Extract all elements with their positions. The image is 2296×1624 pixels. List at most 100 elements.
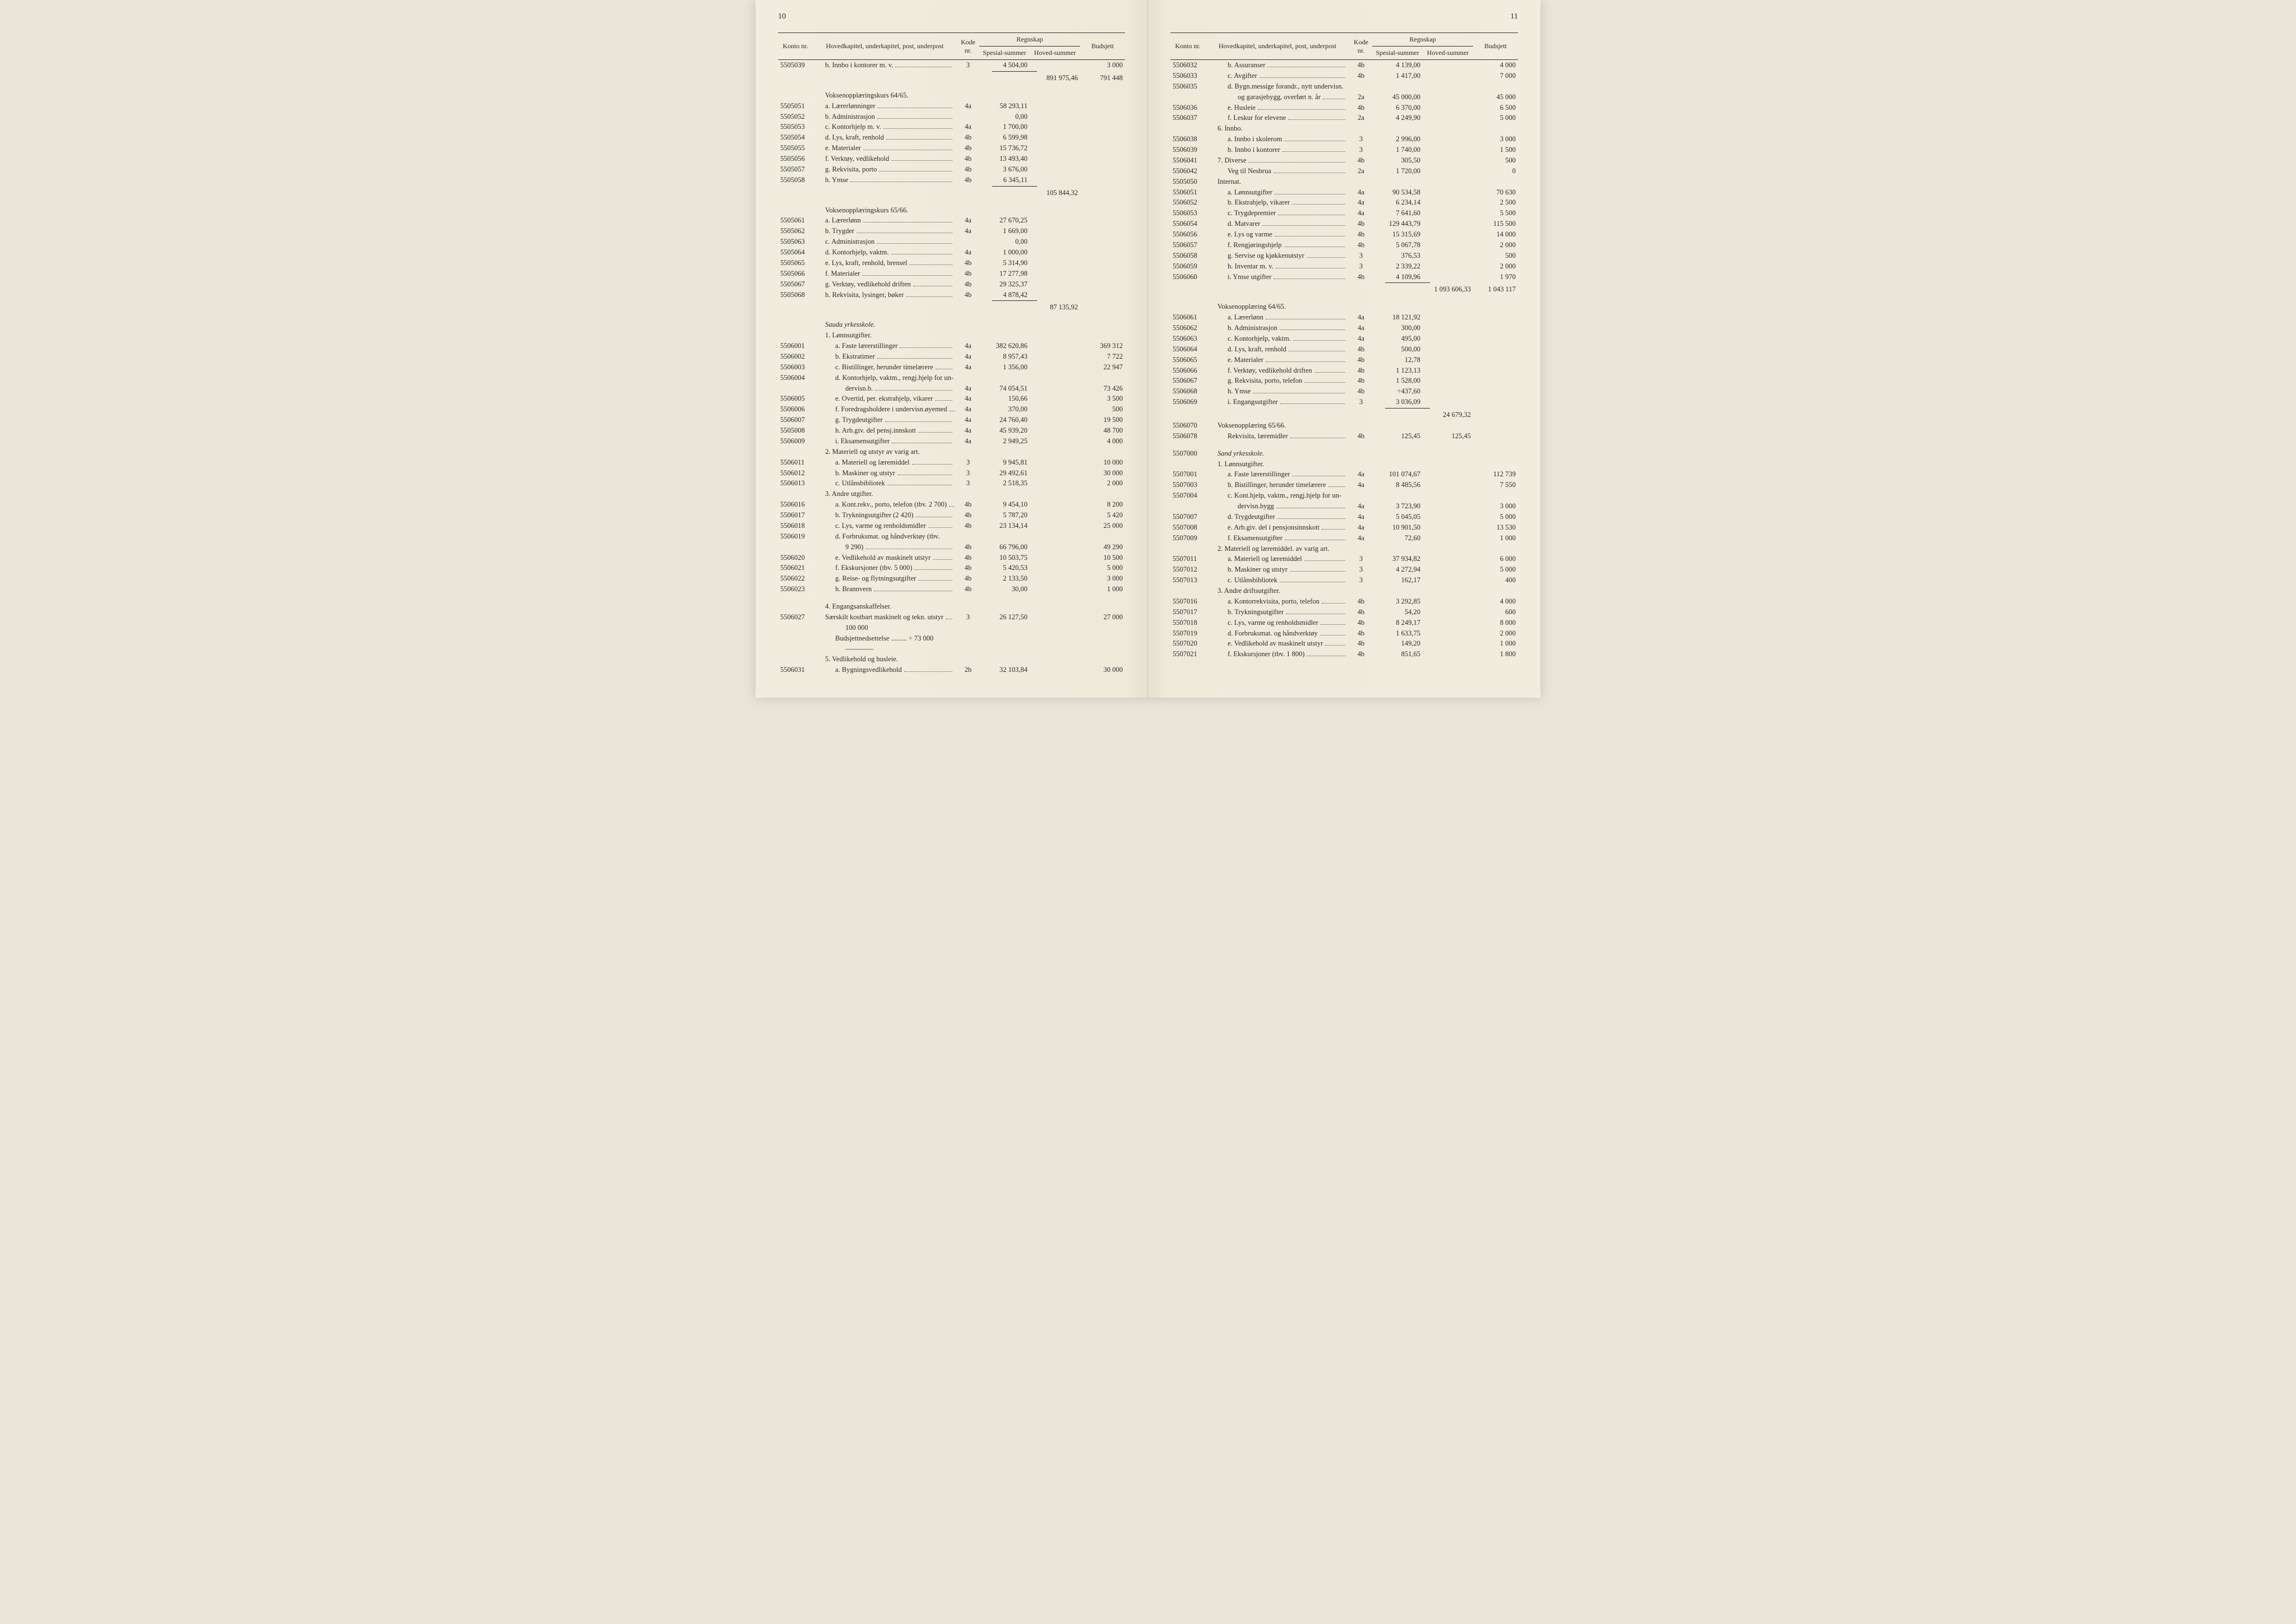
spesial-cell: 5 045,05 [1372,512,1423,522]
hoved-cell [1423,134,1473,145]
desc-cell: f. Verktøy, vedlikehold [813,154,957,164]
hoved-cell [1030,553,1080,563]
table-row: 5506064d. Lys, kraft, renhold4b500,00 [1170,344,1518,355]
leader-dots [918,432,952,433]
table-row: 6. Innbo. [1170,123,1518,134]
konto-cell: 5506038 [1170,134,1205,145]
leader-dots [1328,486,1345,487]
hoved-cell [1423,60,1473,71]
kode-cell [1350,544,1372,554]
hoved-cell [1423,480,1473,490]
spesial-cell: 3 292,85 [1372,596,1423,607]
leader-dots [914,569,952,570]
spesial-cell: 9 945,81 [979,457,1030,468]
table-row: 5505008h. Arb.giv. del pensj.innskott4a4… [778,425,1125,436]
desc-cell: h. Inventar m. v. [1205,261,1350,272]
kode-cell: 2a [1350,113,1372,123]
konto-cell: 5507001 [1170,469,1205,480]
desc-cell: Sand yrkesskole. [1205,448,1350,459]
table-row: 3. Andre driftsutgifter. [1170,586,1518,596]
budsjett-cell: 0 [1473,166,1518,177]
spesial-cell: 5 420,53 [979,563,1030,573]
spesial-cell: 2 339,22 [1372,261,1423,272]
table-row: 5506066f. Verktøy, vedlikehold driften4b… [1170,365,1518,376]
konto-cell [778,633,813,644]
table-row: 5506057f. Rengjøringshjelp4b5 067,782 00… [1170,240,1518,250]
spesial-cell: 125,45 [1372,431,1423,442]
spesial-cell [1372,586,1423,596]
hoved-cell [1423,355,1473,365]
desc-cell: e. Vedlikehold av maskinelt utstyr [813,553,957,563]
table-row: 5506067g. Rekvisita, porto, telefon4b1 5… [1170,375,1518,386]
budsjett-cell: 5 000 [1080,563,1125,573]
hoved-cell [1030,425,1080,436]
konto-cell: 5505057 [778,164,813,175]
kode-cell: 4b [1350,375,1372,386]
kode-cell [957,447,979,457]
hoved-cell [1423,240,1473,250]
table-row: Voksenopplæring 64/65. [1170,301,1518,312]
desc-cell: og garasjebygg, overført n. år [1205,92,1350,103]
table-row: 5506052b. Ekstrahjelp, vikarer4a6 234,14… [1170,197,1518,208]
konto-cell: 5507007 [1170,512,1205,522]
desc-cell: e. Lys, kraft, renhold, brensel [813,258,957,268]
konto-cell: 5505051 [778,101,813,112]
budsjett-cell [1080,122,1125,132]
table-row [778,83,1125,90]
table-row: 5506021f. Ekskursjoner (tbv. 5 000)4b5 4… [778,563,1125,573]
desc-cell: c. Avgifter [1205,71,1350,81]
hoved-cell [1423,544,1473,554]
konto-cell [778,644,813,655]
budsjett-cell [1080,268,1125,279]
budsjett-cell [1080,112,1125,122]
kode-cell: 4b [957,521,979,531]
spesial-cell: 6 599,98 [979,132,1030,143]
spesial-cell: 90 534,58 [1372,187,1423,198]
hoved-cell [1030,319,1080,330]
desc-cell: Rekvisita, læremidler [1205,431,1350,442]
leader-dots [933,559,952,560]
table-row: 5506062b. Administrasjon4a300,00 [1170,323,1518,333]
budsjett-cell [1473,123,1518,134]
konto-cell: 5506022 [778,573,813,584]
kode-cell: 3 [957,478,979,489]
kode-cell: 4a [957,415,979,425]
budsjett-cell: 500 [1080,404,1125,415]
kode-cell: 2a [1350,166,1372,177]
konto-cell: 5506001 [778,341,813,351]
table-row: 5505039b. Innbo i kontorer m. v.34 504,0… [778,60,1125,71]
budsjett-cell: 5 420 [1080,510,1125,521]
budsjett-cell: 30 000 [1080,665,1125,675]
hoved-cell [1030,510,1080,521]
table-row: 105 844,32 [778,188,1125,198]
th-hoved: Hoved-summer [1030,47,1080,60]
konto-cell: 5505065 [778,258,813,268]
table-row: 5505056f. Verktøy, vedlikehold4b13 493,4… [778,154,1125,164]
spesial-cell: 7 641,60 [1372,208,1423,219]
hoved-cell [1030,290,1080,300]
hoved-cell [1030,279,1080,290]
spesial-cell: 495,00 [1372,333,1423,344]
hoved-cell [1030,404,1080,415]
kode-cell [957,73,979,83]
hoved-cell: 1 093 606,33 [1423,284,1473,295]
konto-cell: 5506003 [778,362,813,373]
desc-cell: i. Engangsutgifter [1205,397,1350,407]
leader-dots [891,160,952,161]
konto-cell: 5506027 [778,612,813,623]
hoved-cell [1423,261,1473,272]
konto-cell: 5506065 [1170,355,1205,365]
desc-cell: g. Reise- og flytningsutgifter [813,573,957,584]
konto-cell: 5507018 [1170,618,1205,628]
hoved-cell [1423,490,1473,501]
spesial-cell: 45 000,00 [1372,92,1423,103]
konto-cell: 5506004 [778,373,813,383]
kode-cell: 4a [1350,333,1372,344]
leader-dots [904,671,952,672]
spesial-cell: 300,00 [1372,323,1423,333]
konto-cell: 5506020 [778,553,813,563]
konto-cell: 5505067 [778,279,813,290]
konto-cell: 5506019 [778,531,813,542]
table-row: 5506023h. Brannvern4b30,001 000 [778,584,1125,595]
desc-cell: 9 290) [813,542,957,553]
